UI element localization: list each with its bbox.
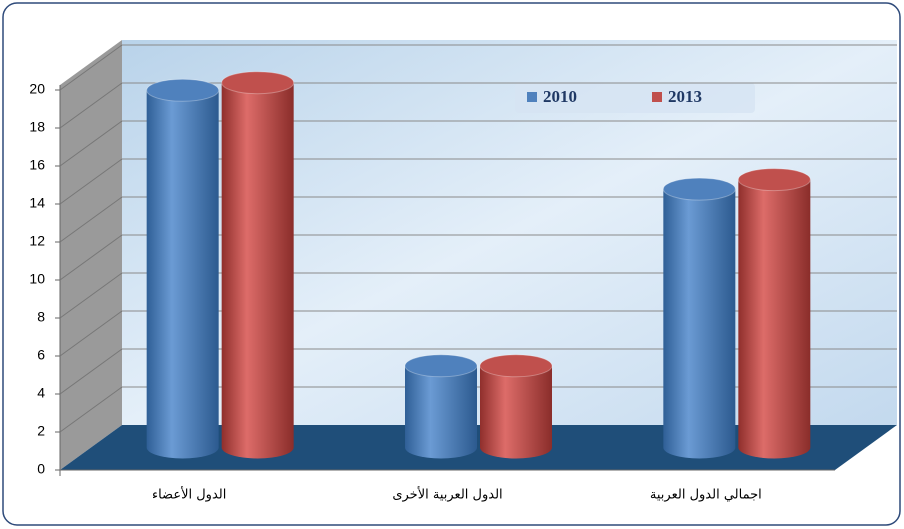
y-tick-label: 8 bbox=[37, 309, 45, 325]
cylinder-top bbox=[404, 354, 478, 378]
grid-line bbox=[59, 120, 123, 167]
cylinder-body bbox=[405, 365, 477, 459]
y-tick-label: 14 bbox=[29, 195, 45, 211]
y-tick-label: 10 bbox=[29, 271, 45, 287]
cylinder-body bbox=[221, 82, 294, 459]
grid-line bbox=[59, 196, 123, 243]
cylinder-top bbox=[662, 177, 736, 201]
x-tick-label: الدول العربية الأخرى bbox=[392, 486, 502, 503]
grid-line bbox=[59, 348, 123, 395]
grid-line bbox=[59, 82, 123, 129]
bar bbox=[221, 71, 295, 459]
bar bbox=[404, 354, 478, 459]
y-tick-label: 12 bbox=[29, 233, 45, 249]
side-wall bbox=[60, 40, 122, 470]
bar bbox=[146, 78, 220, 459]
bar bbox=[662, 177, 736, 459]
legend-swatch bbox=[652, 92, 662, 102]
grid-line bbox=[59, 386, 123, 433]
legend-label: 2013 bbox=[668, 87, 702, 106]
bar bbox=[479, 354, 553, 459]
cylinder-body bbox=[480, 365, 552, 459]
grid-line bbox=[59, 234, 123, 281]
grid-line bbox=[59, 272, 123, 319]
grid-line bbox=[59, 310, 123, 357]
y-tick-label: 6 bbox=[37, 347, 45, 363]
legend-label: 2010 bbox=[543, 87, 577, 106]
cylinder-top bbox=[221, 71, 295, 95]
y-tick-label: 16 bbox=[29, 157, 45, 173]
y-tick-label: 0 bbox=[37, 461, 45, 477]
y-tick-label: 4 bbox=[37, 385, 45, 401]
cylinder-top bbox=[737, 168, 811, 192]
y-tick-label: 20 bbox=[29, 81, 45, 97]
grid-line bbox=[59, 158, 123, 205]
cylinder-body bbox=[738, 179, 811, 459]
cylinder-top bbox=[479, 354, 553, 378]
y-tick-label: 18 bbox=[29, 119, 45, 135]
legend-swatch bbox=[527, 92, 537, 102]
y-tick-label: 2 bbox=[37, 423, 45, 439]
cylinder-body bbox=[146, 90, 219, 459]
x-tick-label: الدول الأعضاء bbox=[152, 486, 226, 503]
bar bbox=[737, 168, 811, 459]
x-tick-label: اجمالي الدول العربية bbox=[650, 488, 762, 503]
grid-line bbox=[59, 44, 123, 91]
cylinder-top bbox=[146, 78, 220, 102]
legend-box bbox=[515, 83, 755, 113]
cylinder-body bbox=[663, 189, 736, 459]
